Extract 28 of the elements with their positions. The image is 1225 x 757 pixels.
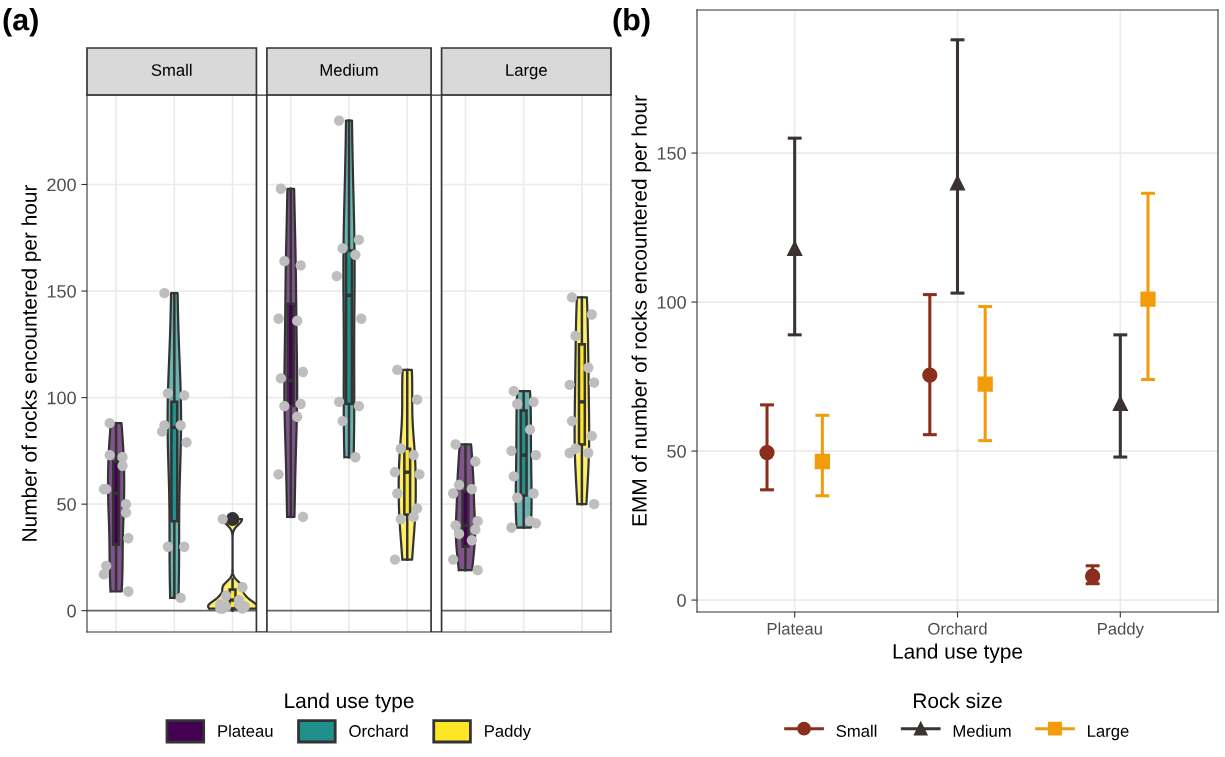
x-axis-title: Land use type — [893, 643, 1023, 663]
y-axis-title: EMM of number of rocks encountered per hour — [631, 95, 651, 526]
text: Small — [151, 63, 192, 76]
text: (a) — [3, 8, 38, 37]
text: Large — [506, 64, 547, 80]
x-tick-label: Orchard — [928, 622, 987, 635]
y-tick-label: 150 — [47, 284, 76, 298]
y-tick-label: 100 — [47, 391, 76, 405]
x-tick-label: Paddy — [1098, 622, 1144, 638]
text: Medium — [320, 63, 378, 76]
y-axis-title: Number of rocks encountered per hour — [21, 184, 41, 541]
legend-title: Rock size — [914, 692, 1002, 709]
legend-label: Paddy — [485, 724, 531, 741]
y-tick-label: 50 — [667, 445, 686, 458]
legend-label: Small — [836, 724, 877, 737]
y-tick-label: 100 — [657, 295, 686, 309]
legend-label: Large — [1088, 725, 1129, 741]
y-tick-label: 0 — [67, 604, 76, 618]
y-tick-label: 0 — [677, 594, 686, 607]
legend-label: Orchard — [349, 724, 408, 737]
legend-title: Land use type — [285, 692, 414, 713]
text: (b) — [613, 8, 650, 37]
y-tick-label: 50 — [57, 498, 76, 511]
legend-label: Plateau — [218, 724, 273, 737]
y-tick-label: 200 — [47, 178, 76, 192]
legend-label: Medium — [953, 724, 1011, 737]
x-tick-label: Plateau — [767, 622, 822, 635]
y-tick-label: 150 — [657, 146, 686, 160]
